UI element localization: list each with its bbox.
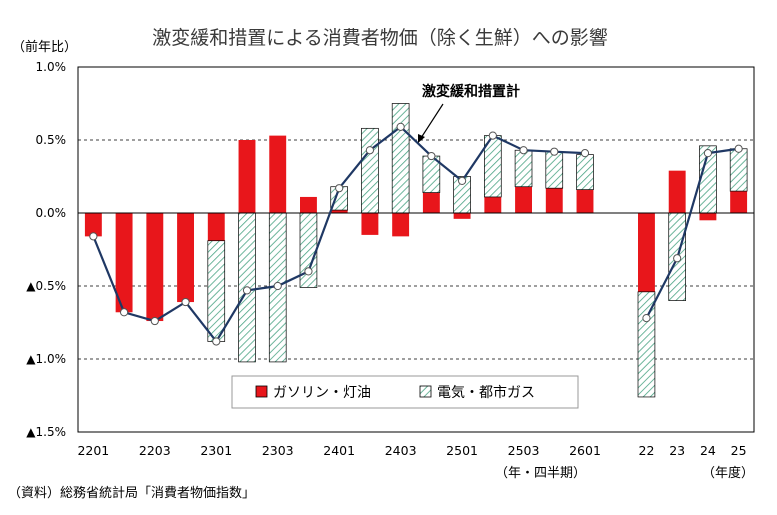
total-line-point bbox=[335, 184, 344, 193]
bar-gasoline bbox=[545, 188, 563, 213]
y-ticks: 1.0% 0.5% 0.0% ▲0.5% ▲1.0% ▲1.5% bbox=[26, 60, 66, 439]
total-line-point bbox=[642, 314, 651, 323]
x-tick-label: 24 bbox=[700, 443, 716, 458]
x-tick-label: 2601 bbox=[569, 443, 601, 458]
total-line-point bbox=[119, 308, 129, 317]
total-line-point bbox=[89, 232, 98, 241]
y-tick-label: 0.0% bbox=[36, 206, 67, 220]
total-line-point bbox=[703, 149, 713, 158]
bar-gasoline bbox=[207, 213, 225, 241]
bar-gasoline bbox=[300, 196, 317, 213]
y-axis-label: （前年比） bbox=[12, 39, 77, 55]
source-note: （資料）総務省統計局「消費者物価指数」 bbox=[8, 485, 255, 501]
bar-gasoline bbox=[238, 140, 256, 213]
total-line-point bbox=[519, 146, 528, 155]
bar-gasoline bbox=[177, 213, 194, 303]
x-axis-label-quarterly: （年・四半期） bbox=[495, 466, 586, 481]
y-tick-label: ▲1.5% bbox=[26, 425, 66, 439]
bar-gasoline bbox=[84, 213, 102, 237]
x-tick-label: 25 bbox=[731, 443, 747, 458]
total-line-point bbox=[580, 149, 590, 158]
total-line-point bbox=[396, 122, 405, 131]
x-axis-label-annual: （年度） bbox=[702, 465, 754, 481]
x-tick-label: 2203 bbox=[139, 443, 171, 458]
bar-electricity bbox=[576, 154, 594, 190]
total-line-point bbox=[212, 337, 221, 346]
x-tick-label: 2303 bbox=[262, 443, 294, 458]
legend: ガソリン・灯油 電気・都市ガス bbox=[231, 375, 579, 409]
bars bbox=[84, 103, 748, 398]
bar-gasoline bbox=[484, 196, 502, 213]
legend-swatch-electricity bbox=[419, 385, 432, 398]
bar-electricity bbox=[207, 240, 226, 342]
bar-gasoline bbox=[699, 213, 717, 221]
x-tick-label: 2403 bbox=[385, 443, 417, 458]
bar-electricity bbox=[361, 127, 379, 214]
x-ticks: 2201 2203 2301 2303 2401 2403 2501 2503 2601 22 23… bbox=[77, 443, 746, 458]
bar-gasoline bbox=[146, 213, 164, 322]
annotation-arrow bbox=[420, 103, 444, 139]
bar-gasoline bbox=[730, 191, 748, 213]
bar-electricity bbox=[514, 149, 533, 188]
bar-gasoline bbox=[115, 213, 133, 313]
x-tick-label: 2401 bbox=[323, 443, 355, 458]
legend-label-gasoline: ガソリン・灯油 bbox=[273, 385, 371, 401]
total-line-point bbox=[304, 267, 313, 276]
y-tick-label: 0.5% bbox=[36, 133, 67, 147]
x-tick-label: 2201 bbox=[77, 443, 109, 458]
total-line-point bbox=[427, 151, 436, 161]
total-line-point bbox=[457, 176, 467, 185]
legend-swatch-gasoline bbox=[255, 385, 268, 398]
bar-gasoline bbox=[392, 213, 410, 237]
x-tick-label: 23 bbox=[669, 443, 685, 458]
total-line-segment bbox=[92, 125, 586, 344]
bar-gasoline bbox=[668, 170, 686, 213]
annotation-arrowhead bbox=[418, 134, 425, 143]
bar-electricity bbox=[637, 291, 656, 398]
bar-gasoline bbox=[453, 213, 471, 219]
total-line-point bbox=[734, 144, 743, 153]
x-tick-label: 2503 bbox=[508, 443, 540, 458]
bar-gasoline bbox=[330, 210, 348, 213]
annotation-label: 激変緩和措置計 bbox=[422, 83, 520, 100]
bar-gasoline bbox=[515, 186, 532, 213]
total-line-point bbox=[550, 147, 559, 156]
y-tick-label: ▲0.5% bbox=[26, 279, 66, 293]
total-line-point bbox=[673, 254, 682, 263]
bar-electricity bbox=[729, 148, 748, 192]
legend-label-electricity: 電気・都市ガス bbox=[437, 384, 535, 401]
bar-electricity bbox=[545, 151, 564, 189]
total-line-point bbox=[242, 286, 252, 295]
total-line-point bbox=[273, 281, 282, 291]
bar-gasoline bbox=[361, 213, 379, 235]
bar-gasoline bbox=[422, 192, 440, 213]
total-line-point bbox=[150, 316, 159, 326]
total-line-point bbox=[365, 146, 375, 155]
total-line-point bbox=[488, 131, 497, 140]
x-tick-label: 2301 bbox=[200, 443, 232, 458]
y-tick-label: ▲1.0% bbox=[26, 352, 66, 366]
bar-gasoline bbox=[638, 213, 655, 292]
bar-gasoline bbox=[269, 135, 287, 213]
total-line-point bbox=[181, 297, 190, 307]
x-tick-label: 22 bbox=[639, 443, 655, 458]
bar-electricity bbox=[391, 103, 410, 214]
bar-electricity bbox=[299, 212, 318, 288]
total-line bbox=[89, 122, 743, 346]
plot-frame bbox=[77, 66, 755, 433]
chart-title: 激変緩和措置による消費者物価（除く生鮮）への影響 bbox=[152, 27, 607, 49]
y-tick-label: 1.0% bbox=[36, 60, 67, 74]
bar-gasoline bbox=[576, 189, 594, 213]
total-line-segment bbox=[645, 147, 739, 319]
legend-box bbox=[231, 375, 579, 409]
x-tick-label: 2501 bbox=[446, 443, 478, 458]
